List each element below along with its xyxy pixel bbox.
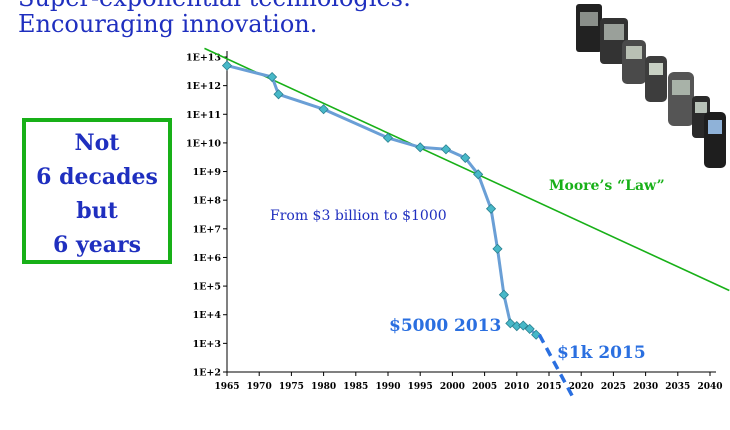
y-tick-label: 1E+2	[193, 368, 221, 379]
x-tick-label: 2030	[633, 382, 658, 392]
projection-dashed-line	[537, 333, 577, 402]
cost-data-point	[460, 152, 471, 163]
cost-data-point	[518, 320, 529, 331]
y-tick-label: 1E+9	[193, 167, 222, 178]
x-tick-label: 2025	[601, 382, 626, 392]
cost-series-line	[226, 64, 538, 336]
annotation-1k-2015: $1k 2015	[557, 343, 646, 363]
callout-line-2: 6 decades	[36, 164, 158, 190]
annotation-moores-law: Moore’s “Law”	[549, 178, 665, 194]
x-tick-label: 1995	[408, 382, 433, 392]
cost-data-point	[440, 144, 452, 155]
cost-data-point	[531, 329, 542, 340]
y-tick-label: 1E+7	[193, 224, 221, 235]
x-tick-label: 1975	[279, 382, 304, 392]
y-tick-label: 1E+10	[186, 138, 221, 149]
y-tick-label: 1E+11	[186, 110, 221, 121]
cost-data-point	[498, 289, 509, 300]
cost-data-point	[221, 60, 233, 71]
y-tick-label: 1E+4	[193, 310, 222, 321]
x-tick-label: 1965	[214, 382, 239, 392]
callout-box: Not 6 decades but 6 years	[22, 118, 172, 264]
x-tick-label: 2040	[697, 382, 722, 392]
x-tick-label: 2035	[665, 382, 690, 392]
cost-data-point	[492, 243, 503, 254]
moores-law-line	[204, 47, 730, 292]
cost-data-point	[415, 142, 426, 153]
callout-line-4: 6 years	[53, 232, 141, 258]
phones-photo-collage	[576, 4, 726, 168]
x-tick-label: 2015	[536, 382, 561, 392]
x-tick-label: 1985	[343, 382, 368, 392]
callout-line-3: but	[76, 198, 118, 224]
x-tick-label: 2010	[504, 382, 529, 392]
annotation-5000-2013: $5000 2013	[389, 316, 501, 336]
cost-data-point	[382, 132, 394, 143]
slide-title-line-2: Encouraging innovation.	[18, 10, 318, 38]
cost-data-point	[485, 203, 497, 214]
x-tick-label: 2020	[569, 382, 594, 392]
x-tick-label: 2005	[472, 382, 497, 392]
x-tick-label: 1980	[311, 382, 336, 392]
y-tick-label: 1E+12	[186, 81, 221, 92]
cost-data-point	[318, 104, 329, 115]
slide-title-line-1: Super-exponential technologies:	[18, 0, 411, 12]
cost-data-point	[267, 71, 278, 83]
y-tick-label: 1E+3	[193, 339, 221, 350]
cost-data-point	[473, 169, 484, 180]
y-tick-label: 1E+5	[193, 282, 221, 293]
callout-line-1: Not	[74, 130, 120, 156]
x-tick-label: 1990	[375, 382, 400, 392]
cost-data-point	[524, 323, 535, 334]
cost-data-point	[273, 89, 284, 100]
y-tick-label: 1E+13	[186, 53, 221, 64]
y-tick-label: 1E+8	[193, 196, 222, 207]
annotation-cost-drop: From $3 billion to $1000	[270, 208, 447, 224]
x-tick-label: 1970	[247, 382, 272, 392]
y-tick-label: 1E+6	[193, 253, 222, 264]
x-tick-label: 2000	[440, 382, 465, 392]
